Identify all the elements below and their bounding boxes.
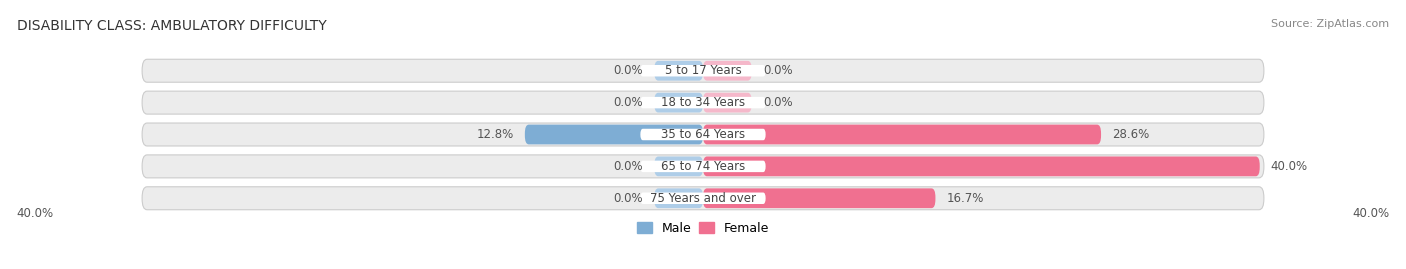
FancyBboxPatch shape — [703, 125, 1101, 144]
FancyBboxPatch shape — [654, 157, 703, 176]
FancyBboxPatch shape — [142, 155, 1264, 178]
FancyBboxPatch shape — [703, 61, 752, 81]
Text: 65 to 74 Years: 65 to 74 Years — [661, 160, 745, 173]
Text: 16.7%: 16.7% — [946, 192, 984, 205]
FancyBboxPatch shape — [703, 157, 1260, 176]
FancyBboxPatch shape — [654, 61, 703, 81]
Text: 0.0%: 0.0% — [763, 64, 793, 77]
Text: 0.0%: 0.0% — [613, 160, 643, 173]
Text: 28.6%: 28.6% — [1112, 128, 1150, 141]
Text: 40.0%: 40.0% — [1271, 160, 1308, 173]
FancyBboxPatch shape — [654, 93, 703, 112]
FancyBboxPatch shape — [524, 125, 703, 144]
FancyBboxPatch shape — [640, 193, 766, 204]
Text: 18 to 34 Years: 18 to 34 Years — [661, 96, 745, 109]
FancyBboxPatch shape — [640, 97, 766, 108]
FancyBboxPatch shape — [142, 59, 1264, 82]
Text: DISABILITY CLASS: AMBULATORY DIFFICULTY: DISABILITY CLASS: AMBULATORY DIFFICULTY — [17, 19, 326, 33]
Text: 0.0%: 0.0% — [763, 96, 793, 109]
Text: 12.8%: 12.8% — [477, 128, 513, 141]
Text: 35 to 64 Years: 35 to 64 Years — [661, 128, 745, 141]
Text: 0.0%: 0.0% — [613, 96, 643, 109]
Text: 5 to 17 Years: 5 to 17 Years — [665, 64, 741, 77]
Text: 0.0%: 0.0% — [613, 192, 643, 205]
FancyBboxPatch shape — [142, 123, 1264, 146]
Text: 75 Years and over: 75 Years and over — [650, 192, 756, 205]
FancyBboxPatch shape — [640, 129, 766, 140]
Text: 40.0%: 40.0% — [17, 207, 53, 220]
FancyBboxPatch shape — [703, 188, 935, 208]
Legend: Male, Female: Male, Female — [637, 222, 769, 235]
Text: 0.0%: 0.0% — [613, 64, 643, 77]
FancyBboxPatch shape — [654, 188, 703, 208]
FancyBboxPatch shape — [640, 65, 766, 76]
Text: Source: ZipAtlas.com: Source: ZipAtlas.com — [1271, 19, 1389, 29]
Text: 40.0%: 40.0% — [1353, 207, 1389, 220]
FancyBboxPatch shape — [142, 91, 1264, 114]
FancyBboxPatch shape — [640, 161, 766, 172]
FancyBboxPatch shape — [142, 187, 1264, 210]
FancyBboxPatch shape — [703, 93, 752, 112]
